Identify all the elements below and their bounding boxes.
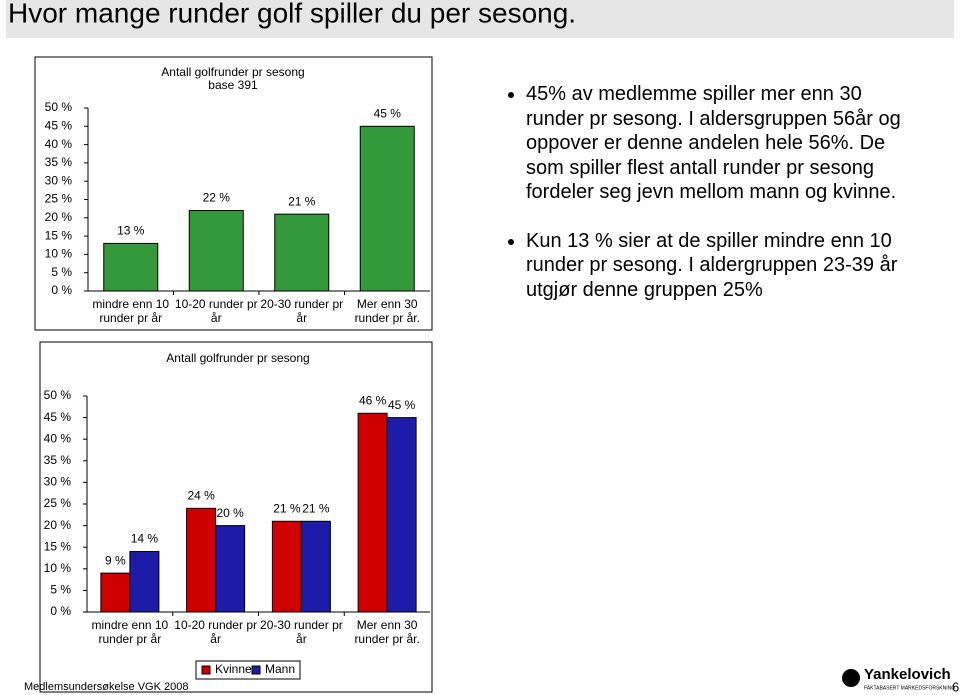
bar: [357, 412, 388, 613]
legend-label: Kvinne: [215, 662, 252, 676]
value-label: 20 %: [216, 506, 244, 520]
value-label: 21 %: [288, 194, 316, 208]
y-tick-label: 20 %: [45, 210, 73, 224]
bar: [100, 572, 131, 613]
chart-title: Antall golfrunder pr sesong: [166, 351, 309, 365]
y-tick-label: 25 %: [44, 496, 72, 510]
legend-swatch: [201, 665, 211, 675]
y-tick-label: 50 %: [44, 388, 72, 402]
y-tick-label: 45 %: [44, 410, 72, 424]
title-band: [6, 0, 954, 38]
y-tick-label: 10 %: [44, 561, 72, 575]
y-tick-label: 20 %: [44, 518, 72, 532]
value-label: 24 %: [187, 488, 215, 502]
x-tick-label: 10-20 runder pr år: [174, 297, 258, 325]
slide-title: Hvor mange runder golf spiller du per se…: [8, 0, 576, 28]
chart-title: Antall golfrunder pr sesong: [161, 65, 304, 79]
bullet-list: 45% av medlemme spiller mer enn 30 runde…: [498, 82, 911, 326]
bullet: Kun 13 % sier at de spiller mindre enn 1…: [526, 229, 911, 303]
value-label: 9 %: [105, 553, 126, 567]
x-tick-label: 20-30 runder pr år: [260, 297, 344, 325]
chart-subtitle: base 391: [208, 78, 258, 92]
value-label: 45 %: [374, 106, 402, 120]
bar: [188, 209, 244, 292]
value-label: 45 %: [388, 398, 416, 412]
y-tick-label: 25 %: [45, 192, 73, 206]
chart-frame: [34, 56, 433, 331]
bar: [300, 520, 331, 613]
bar: [129, 551, 160, 613]
value-label: 21 %: [302, 501, 330, 515]
x-tick-label: Mer enn 30 runder pr år.: [354, 297, 420, 325]
bar: [386, 417, 417, 613]
logo: Yankelovich: [864, 666, 951, 683]
y-tick-label: 45 %: [45, 118, 73, 132]
x-tick-label: mindre enn 10 runder pr år: [92, 297, 170, 325]
y-tick-label: 15 %: [45, 228, 73, 242]
bar: [274, 213, 330, 292]
bar: [271, 520, 302, 613]
bullet: 45% av medlemme spiller mer enn 30 runde…: [526, 82, 911, 205]
y-tick-label: 15 %: [44, 539, 72, 553]
legend-swatch: [251, 665, 261, 675]
legend-label: Mann: [265, 662, 295, 676]
y-tick-label: 30 %: [44, 475, 72, 489]
value-label: 21 %: [273, 501, 301, 515]
legend-frame: [195, 660, 301, 680]
y-tick-label: 30 %: [45, 173, 73, 187]
y-tick-label: 35 %: [44, 453, 72, 467]
value-label: 14 %: [131, 532, 159, 546]
logo-icon: [842, 669, 860, 687]
chart-frame: [39, 341, 433, 693]
y-tick-label: 5 %: [50, 583, 71, 597]
logo-tagline: FAKTABASERT MARKEDSFORSKNING: [864, 685, 955, 691]
y-tick-label: 35 %: [45, 155, 73, 169]
y-tick-label: 40 %: [45, 137, 73, 151]
y-tick-label: 0 %: [51, 283, 72, 297]
y-tick-label: 50 %: [45, 100, 73, 114]
x-tick-label: mindre enn 10 runder pr år: [91, 618, 169, 646]
value-label: 13 %: [117, 224, 145, 238]
y-tick-label: 10 %: [45, 247, 73, 261]
page-number: 6: [952, 679, 959, 694]
y-tick-label: 5 %: [51, 265, 72, 279]
bar: [186, 507, 217, 613]
bar: [103, 242, 159, 292]
x-tick-label: Mer enn 30 runder pr år.: [354, 618, 420, 646]
bar: [359, 125, 415, 292]
x-tick-label: 10-20 runder pr år: [174, 618, 257, 646]
y-tick-label: 40 %: [44, 431, 72, 445]
footer-source: Medlemsundersøkelse VGK 2008: [24, 681, 188, 693]
bar: [215, 525, 246, 613]
y-tick-label: 0 %: [50, 604, 71, 618]
value-label: 46 %: [359, 393, 387, 407]
value-label: 22 %: [203, 191, 231, 205]
x-tick-label: 20-30 runder pr år: [260, 618, 343, 646]
